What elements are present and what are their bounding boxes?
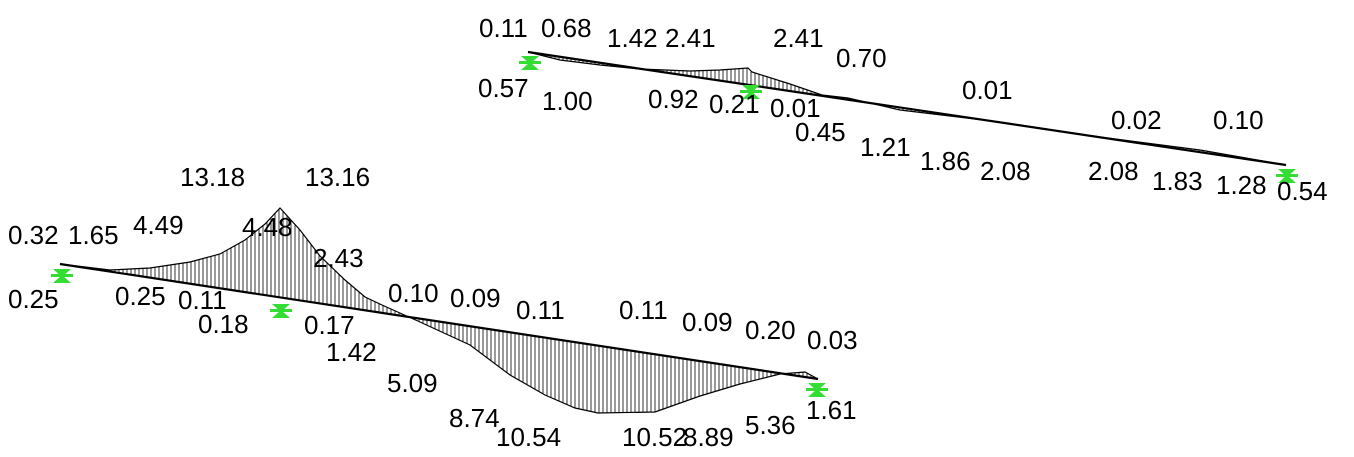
- moment-value-label: 0.11: [516, 295, 565, 325]
- moment-value-label: 0.21: [709, 89, 760, 119]
- moment-value-label: 0.03: [807, 325, 858, 355]
- support-icon: [806, 383, 828, 397]
- moment-value-label: 0.11: [178, 285, 227, 315]
- moment-value-label: 0.18: [198, 309, 249, 339]
- moment-value-label: 4.48: [242, 212, 293, 242]
- upper-value-labels: 0.11 0.68 1.42 2.41 2.410.700.57 1.00 0.92 0.21…: [478, 13, 1328, 206]
- moment-value-label: 1.21: [860, 132, 911, 162]
- lower-supports: [51, 269, 828, 397]
- moment-value-label: 10.52: [622, 422, 687, 452]
- moment-value-label: 1.83: [1152, 166, 1203, 196]
- moment-value-label: 8.74: [449, 403, 500, 433]
- moment-value-label: 0.25: [8, 284, 59, 314]
- moment-value-label: 2.08: [980, 156, 1031, 186]
- moment-value-label: 0.25: [115, 281, 166, 311]
- moment-value-label: 1.65: [68, 220, 119, 250]
- lower-beam-axis: [59, 262, 819, 381]
- moment-value-label: 5.09: [387, 368, 438, 398]
- moment-value-label: 0.68: [541, 13, 592, 43]
- moment-value-label: 1.28: [1216, 170, 1267, 200]
- moment-value-label: 5.36: [745, 410, 796, 440]
- moment-value-label: 0.45: [795, 117, 846, 147]
- moment-value-label: 4.49: [133, 210, 184, 240]
- moment-value-label: 1.61: [806, 395, 857, 425]
- moment-value-label: 0.11: [479, 13, 528, 43]
- moment-value-label: 2.41: [665, 23, 716, 53]
- moment-value-label: 0.01: [770, 93, 821, 123]
- upper-beam-axis: [527, 50, 1287, 167]
- moment-value-label: 2.08: [1088, 156, 1139, 186]
- support-icon: [740, 85, 762, 99]
- moment-value-label: 0.10: [388, 278, 439, 308]
- support-icon: [519, 56, 541, 70]
- moment-value-label: 2.43: [313, 243, 364, 273]
- upper-beam-diagram: 0.11 0.68 1.42 2.41 2.410.700.57 1.00 0.92 0.21…: [478, 13, 1328, 206]
- moment-value-label: 0.17: [304, 310, 355, 340]
- lower-beam-diagram: 13.18 13.16 0.32 1.65 4.49 4.48 2.43 0.25 0.25 0.…: [8, 162, 858, 452]
- lower-hatch-fill: [110, 209, 812, 413]
- moment-value-label: 0.11: [619, 295, 668, 325]
- moment-value-label: 8.89: [683, 422, 734, 452]
- moment-value-label: 0.70: [836, 43, 887, 73]
- support-icon: [51, 269, 73, 283]
- moment-value-label: 13.16: [305, 162, 370, 192]
- moment-value-label: 0.10: [1213, 105, 1264, 135]
- moment-value-label: 0.02: [1111, 105, 1162, 135]
- lower-moment-outline: [59, 207, 819, 414]
- support-icon: [1276, 169, 1298, 183]
- lower-value-labels: 13.18 13.16 0.32 1.65 4.49 4.48 2.43 0.25 0.25 0.…: [8, 162, 858, 452]
- moment-value-label: 0.20: [745, 315, 796, 345]
- moment-value-label: 0.09: [682, 307, 733, 337]
- moment-value-label: 1.42: [607, 23, 658, 53]
- moment-value-label: 0.32: [8, 220, 59, 250]
- moment-value-label: 0.57: [478, 73, 529, 103]
- moment-value-label: 10.54: [496, 422, 561, 452]
- moment-value-label: 1.86: [920, 146, 971, 176]
- moment-value-label: 0.09: [450, 283, 501, 313]
- support-icon: [270, 304, 292, 318]
- upper-supports: [519, 56, 1298, 183]
- moment-value-label: 0.01: [962, 75, 1013, 105]
- moment-value-label: 0.54: [1277, 176, 1328, 206]
- moment-value-label: 0.92: [648, 84, 699, 114]
- moment-value-label: 13.18: [180, 162, 245, 192]
- moment-value-label: 1.42: [326, 337, 377, 367]
- moment-value-label: 1.00: [542, 86, 593, 116]
- moment-value-label: 2.41: [773, 23, 824, 53]
